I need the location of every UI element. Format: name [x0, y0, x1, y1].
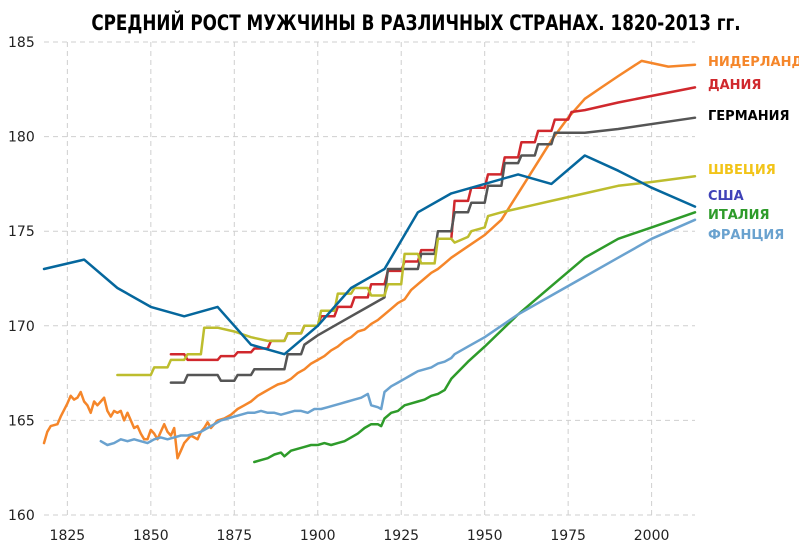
x-tick-label: 1900: [300, 528, 336, 544]
legend-label: ФРАНЦИЯ: [708, 228, 784, 243]
y-tick-label: 180: [8, 130, 35, 146]
x-tick-label: 1875: [216, 528, 252, 544]
y-tick-label: 185: [8, 35, 35, 51]
y-tick-label: 165: [8, 413, 35, 429]
y-tick-label: 175: [8, 224, 35, 240]
legend-label: НИДЕРЛАНДЫ: [708, 55, 799, 70]
x-tick-label: 1975: [550, 528, 586, 544]
x-tick-label: 2000: [634, 528, 670, 544]
y-tick-label: 160: [8, 508, 35, 524]
series-line: [169, 116, 697, 384]
series-line: [253, 211, 697, 464]
x-tick-label: 1950: [467, 528, 503, 544]
legend-layer: НИДЕРЛАНДЫ ДАНИЯ ГЕРМАНИЯ ШВЕЦИЯ США ИТАЛИЯ ФР…: [708, 55, 799, 243]
tick-layer: 1825 1850 1875 1900 1925 1950 1975 2000 160 165 17…: [8, 35, 669, 544]
series-line: [116, 175, 697, 377]
legend-label: ИТАЛИЯ: [708, 208, 770, 223]
series-line: [99, 218, 697, 447]
x-tick-label: 1925: [383, 528, 419, 544]
series-layer: [42, 59, 697, 464]
series-line: [169, 86, 697, 362]
x-tick-label: 1850: [133, 528, 169, 544]
x-tick-label: 1825: [50, 528, 86, 544]
series-line: [42, 154, 697, 356]
legend-label: США: [708, 189, 744, 204]
legend-label: ГЕРМАНИЯ: [708, 109, 789, 124]
legend-label: ДАНИЯ: [708, 78, 761, 93]
chart-title: СРЕДНИЙ РОСТ МУЖЧИНЫ В РАЗЛИЧНЫХ СТРАНАХ…: [91, 10, 740, 35]
legend-label: ШВЕЦИЯ: [708, 163, 776, 178]
y-tick-label: 170: [8, 319, 35, 335]
